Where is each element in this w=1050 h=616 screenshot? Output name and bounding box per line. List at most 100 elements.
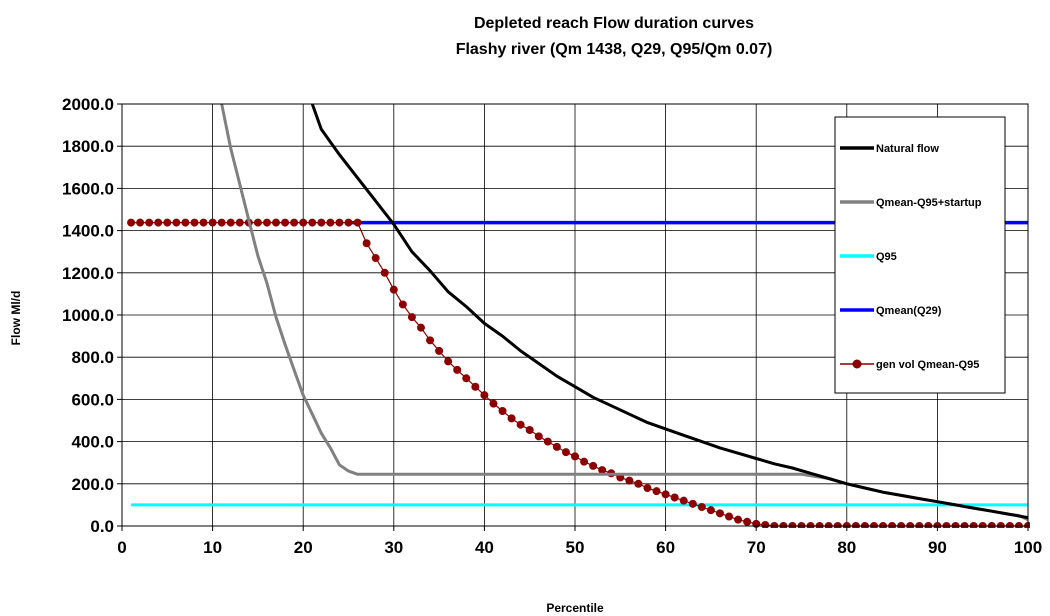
data-point <box>725 512 734 521</box>
x-tick-label: 40 <box>475 538 494 557</box>
x-tick-label: 10 <box>203 538 222 557</box>
x-tick-label: 80 <box>837 538 856 557</box>
data-point <box>1024 522 1030 528</box>
data-point <box>571 452 579 461</box>
data-point <box>978 522 987 528</box>
series-natural-flow <box>310 103 1029 520</box>
data-point <box>888 522 897 528</box>
series-gen-vol-qmean-q95 <box>127 218 1030 528</box>
data-point <box>353 218 362 227</box>
data-point <box>770 522 779 528</box>
data-point <box>217 218 226 227</box>
data-point <box>815 522 824 528</box>
data-point <box>688 499 697 508</box>
chart-subtitle: Flashy river (Qm 1438, Q29, Q95/Qm 0.07) <box>456 41 773 58</box>
data-point <box>860 522 869 528</box>
legend-item-q95: Q95 <box>840 251 897 263</box>
data-point <box>362 239 371 248</box>
legend: Natural flow Qmean-Q95+startup Q95 Qmean(Q2… <box>834 116 1006 394</box>
data-point <box>534 432 543 441</box>
x-tick-labels: 0 10 20 30 40 50 60 70 80 90 100 <box>117 538 1042 557</box>
plot-border <box>121 103 1029 527</box>
data-point <box>580 457 589 466</box>
data-point <box>924 522 933 528</box>
x-tick-label: 60 <box>656 538 675 557</box>
series-line-natural-flow <box>310 103 1029 520</box>
data-point <box>543 437 552 446</box>
data-point <box>589 461 598 470</box>
x-tick-label: 50 <box>566 538 585 557</box>
x-axis-label: Percentile <box>546 601 604 615</box>
data-point <box>625 476 634 485</box>
data-point <box>453 365 462 374</box>
data-point <box>435 346 444 355</box>
y-tick-label: 600.0 <box>71 390 114 409</box>
data-point <box>734 515 743 524</box>
legend-label: Natural flow <box>876 143 939 155</box>
data-point <box>552 442 561 451</box>
data-point <box>326 218 335 227</box>
legend-marker <box>852 359 862 369</box>
data-point <box>498 407 507 416</box>
data-point <box>235 218 244 227</box>
x-tick-label: 20 <box>294 538 313 557</box>
x-tick-label: 100 <box>1014 538 1042 557</box>
y-tick-label: 1000.0 <box>62 306 114 325</box>
data-point <box>380 268 389 277</box>
data-point <box>208 218 217 227</box>
y-tick-label: 1600.0 <box>62 179 114 198</box>
x-tick-label: 0 <box>117 538 126 557</box>
data-point <box>489 399 498 408</box>
data-point <box>915 522 924 528</box>
data-point <box>906 522 915 528</box>
data-point <box>715 509 724 518</box>
data-point <box>833 522 842 528</box>
legend-item-qmean-q95-startup: Qmean-Q95+startup <box>840 197 982 209</box>
data-point <box>136 218 145 227</box>
data-point <box>824 522 833 528</box>
data-point <box>299 218 308 227</box>
data-point <box>163 218 172 227</box>
data-point <box>272 218 281 227</box>
data-point <box>507 414 516 423</box>
data-point <box>226 218 235 227</box>
data-point <box>516 420 525 429</box>
data-point <box>426 336 435 345</box>
data-point <box>897 522 906 528</box>
y-tick-label: 800.0 <box>71 348 114 367</box>
legend-item-natural-flow: Natural flow <box>840 143 939 155</box>
y-tick-label: 1200.0 <box>62 264 114 283</box>
data-point <box>181 218 190 227</box>
data-point <box>797 522 806 528</box>
data-point <box>706 506 715 515</box>
data-point <box>525 425 534 434</box>
legend-item-gen-vol-qmean-q95: gen vol Qmean-Q95 <box>840 359 979 371</box>
y-tick-label: 200.0 <box>71 475 114 494</box>
data-point <box>879 522 888 528</box>
y-tick-label: 1800.0 <box>62 137 114 156</box>
series-layer <box>127 103 1030 528</box>
data-point <box>371 254 380 263</box>
data-point <box>851 522 860 528</box>
data-point <box>561 448 570 457</box>
data-point <box>652 487 661 496</box>
x-tick-label: 90 <box>928 538 947 557</box>
axes <box>117 103 1029 531</box>
data-point <box>951 522 960 528</box>
y-tick-label: 2000.0 <box>62 95 114 114</box>
data-point <box>335 218 344 227</box>
legend-item-qmean-q29: Qmean(Q29) <box>840 305 942 317</box>
data-point <box>154 218 163 227</box>
data-point <box>643 484 652 493</box>
legend-label: gen vol Qmean-Q95 <box>876 359 979 371</box>
data-point <box>679 496 688 505</box>
data-point <box>960 522 969 528</box>
data-point <box>869 522 878 528</box>
data-point <box>788 522 797 528</box>
data-point <box>281 218 290 227</box>
data-point <box>842 522 851 528</box>
data-point <box>661 490 670 499</box>
data-point <box>598 466 607 475</box>
data-point <box>761 520 770 528</box>
